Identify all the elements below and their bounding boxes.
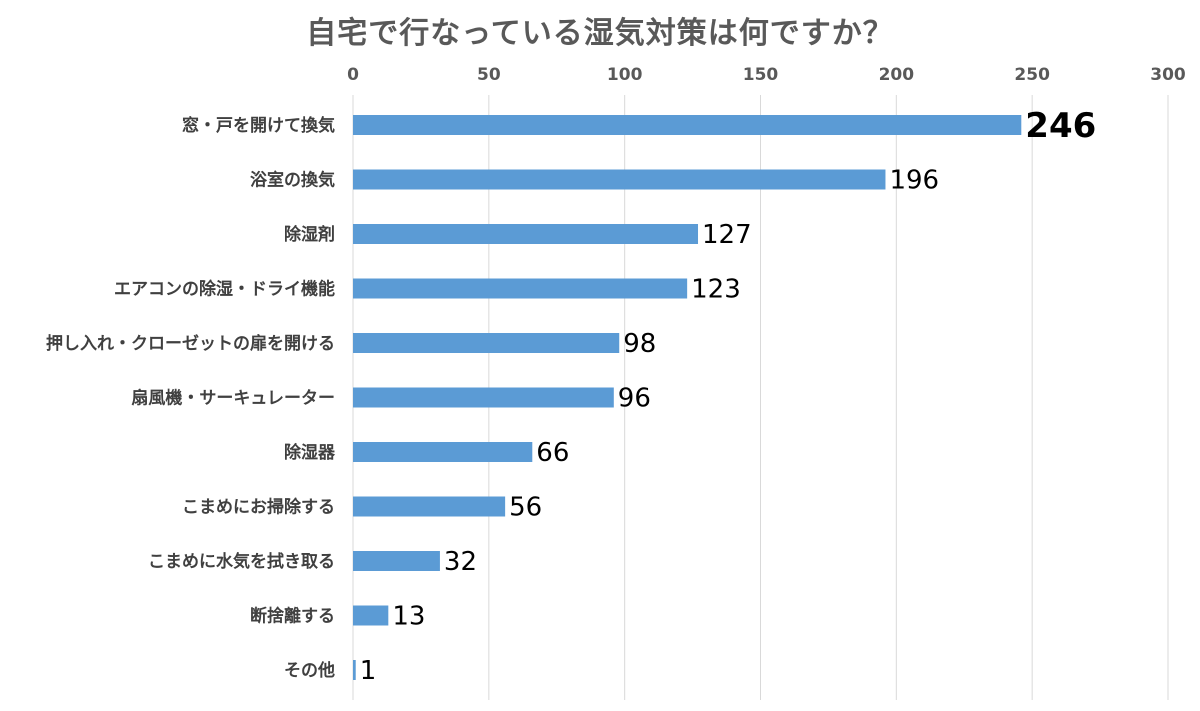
- bars: [353, 115, 1022, 680]
- data-label: 66: [536, 438, 569, 468]
- x-tick-label: 150: [743, 65, 779, 85]
- bar: [353, 496, 506, 517]
- category-label: その他: [284, 660, 335, 681]
- data-label: 98: [623, 329, 656, 359]
- data-label: 13: [392, 602, 425, 632]
- category-label: こまめにお掃除する: [182, 497, 335, 518]
- data-label: 96: [618, 384, 651, 414]
- data-label: 246: [1025, 106, 1096, 146]
- bar: [353, 115, 1022, 135]
- bar: [353, 333, 620, 353]
- bar: [353, 551, 440, 571]
- x-tick-label: 200: [879, 65, 915, 85]
- x-axis-ticks: 0 50 100 150 200 250 300: [347, 65, 1186, 85]
- data-label: 1: [360, 656, 377, 686]
- category-label: 押し入れ・クローゼットの扉を開ける: [46, 333, 335, 354]
- x-tick-label: 100: [607, 65, 643, 85]
- data-label: 32: [444, 547, 477, 577]
- category-labels: 窓・戸を開けて換気浴室の換気除湿剤エアコンの除湿・ドライ機能押し入れ・クローゼッ…: [46, 115, 336, 681]
- value-labels: 246 196 127 123 98 96 66 56 32 13 1: [360, 106, 1097, 686]
- category-label: エアコンの除湿・ドライ機能: [114, 279, 335, 300]
- bar: [353, 278, 688, 299]
- category-label: 除湿剤: [284, 224, 335, 245]
- x-tick-label: 250: [1014, 65, 1050, 85]
- bar: [353, 660, 356, 680]
- category-label: こまめに水気を拭き取る: [148, 551, 335, 572]
- bar: [353, 387, 614, 408]
- category-label: 断捨離する: [250, 606, 335, 627]
- category-label: 除湿器: [284, 442, 336, 463]
- bar: [353, 605, 389, 626]
- bar: [353, 224, 699, 244]
- bar: [353, 169, 886, 190]
- bar: [353, 442, 533, 462]
- data-label: 196: [889, 166, 939, 196]
- category-label: 浴室の換気: [250, 170, 335, 191]
- x-tick-label: 300: [1150, 65, 1186, 85]
- category-label: 窓・戸を開けて換気: [182, 115, 335, 136]
- category-label: 扇風機・サーキュレーター: [131, 388, 335, 409]
- data-label: 123: [691, 275, 741, 305]
- chart-title: 自宅で行なっている湿気対策は何ですか？: [306, 16, 894, 51]
- x-tick-label: 50: [477, 65, 501, 85]
- x-tick-label: 0: [347, 65, 359, 85]
- data-label: 56: [509, 493, 542, 523]
- data-label: 127: [702, 220, 752, 250]
